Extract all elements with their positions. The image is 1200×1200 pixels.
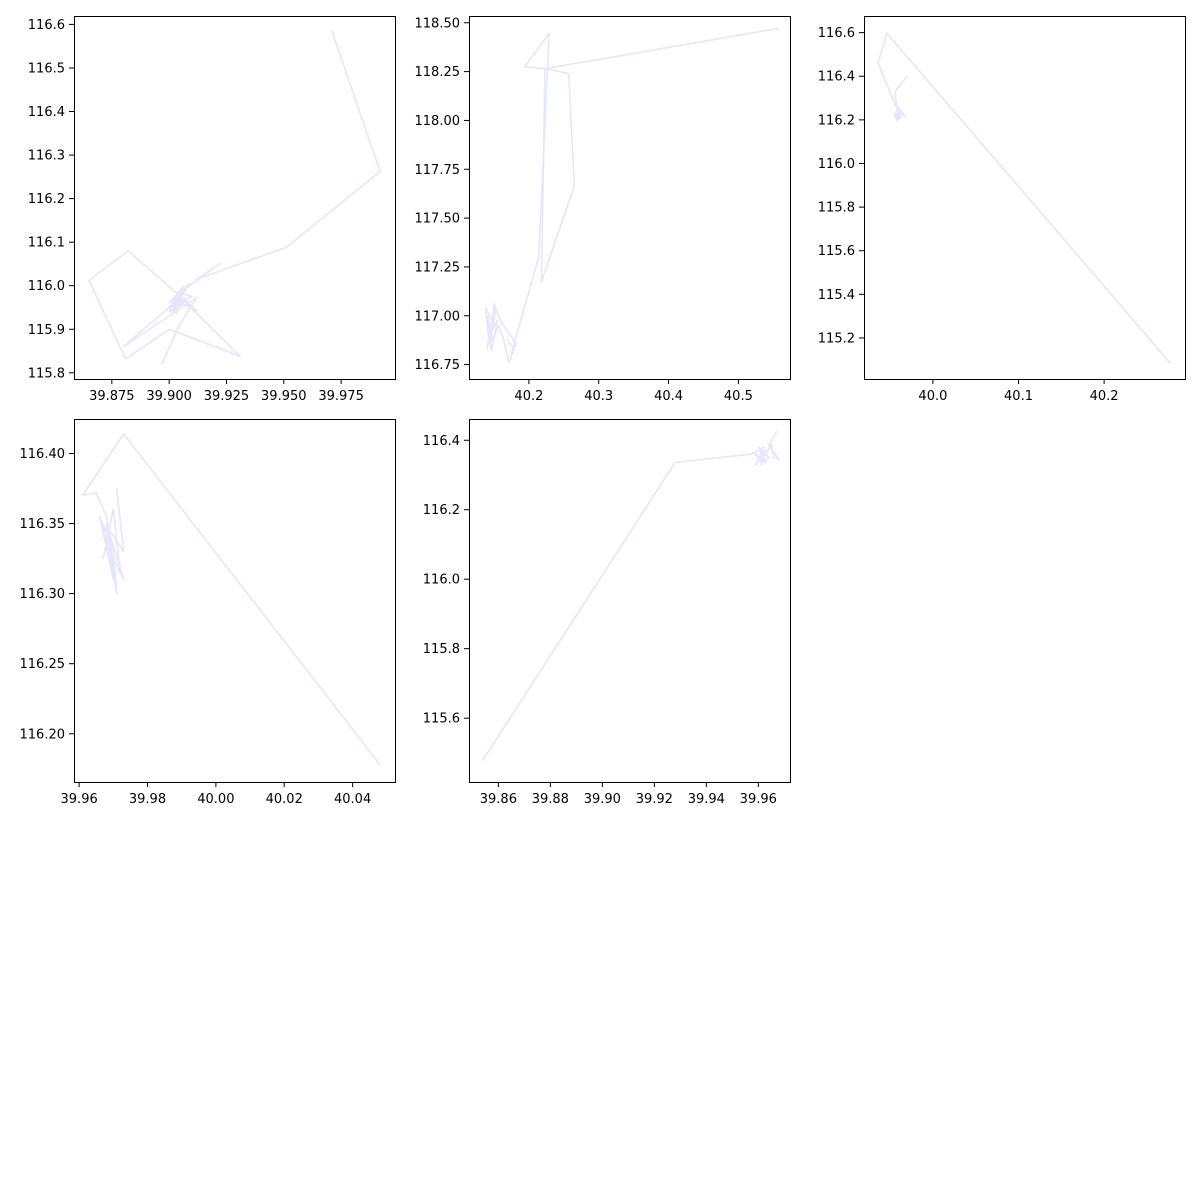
y-tick-label: 116.0 [423,573,460,588]
y-tick-label: 116.75 [415,358,461,373]
series-line-4-1 [81,433,381,766]
axes-frame [469,16,791,380]
axes-frame [864,16,1186,380]
x-tick-label: 39.950 [261,389,307,404]
x-tick-label: 39.98 [129,792,166,807]
x-tick-label: 40.2 [1090,389,1119,404]
y-tick-label: 116.30 [20,587,66,602]
x-tick-label: 40.3 [584,389,613,404]
x-tick-label: 40.00 [197,792,234,807]
y-tick-label: 116.4 [818,70,855,85]
y-tick-label: 117.50 [415,212,461,227]
x-tick-label: 40.4 [654,389,683,404]
y-tick-label: 116.4 [28,105,65,120]
y-tick-label: 115.8 [423,642,460,657]
y-tick-label: 116.40 [20,447,66,462]
x-tick-label: 40.5 [724,389,753,404]
x-tick-label: 40.04 [334,792,371,807]
x-tick-label: 39.86 [480,792,517,807]
y-tick-label: 116.35 [20,517,66,532]
axes-frame [469,419,791,783]
y-tick-label: 115.8 [818,201,855,216]
subplot-4: 39.96 39.98 40.00 40.02 40.04 116.20 116.25 116… [20,419,396,807]
x-tick-label: 39.96 [740,792,777,807]
series-line-5-1 [481,430,780,762]
y-tick-label: 117.75 [415,163,461,178]
axes-frame [74,16,396,380]
x-tick-label: 40.02 [266,792,303,807]
y-tick-label: 116.3 [28,149,65,164]
y-tick-label: 116.20 [20,727,66,742]
y-tick-label: 115.6 [818,244,855,259]
y-tick-label: 116.4 [423,434,460,449]
y-tick-label: 117.00 [415,309,461,324]
series-line-1-1 [88,30,381,365]
axes-frame [74,419,396,783]
subplot-5: 39.86 39.88 39.90 39.92 39.94 39.96 115.6 115.8… [423,419,791,807]
y-tick-label: 118.50 [415,16,461,31]
x-tick-label: 39.88 [532,792,569,807]
y-tick-label: 115.8 [28,366,65,381]
subplot-1: 39.875 39.900 39.925 39.950 39.975 115.8 115.9… [28,16,396,404]
y-tick-label: 115.9 [28,323,65,338]
y-tick-label: 115.6 [423,712,460,727]
x-tick-label: 40.2 [514,389,543,404]
y-tick-label: 116.6 [28,18,65,33]
y-tick-label: 116.2 [818,113,855,128]
y-tick-label: 116.0 [28,279,65,294]
series-line-2-1 [484,27,779,364]
x-tick-label: 39.925 [204,389,250,404]
x-tick-label: 39.90 [584,792,621,807]
y-tick-label: 116.6 [818,26,855,41]
y-tick-label: 118.00 [415,114,461,129]
x-tick-label: 39.96 [61,792,98,807]
x-tick-label: 39.875 [89,389,135,404]
y-tick-label: 117.25 [415,260,461,275]
y-tick-label: 116.2 [423,503,460,518]
series-line-3-1 [877,32,1171,364]
x-tick-label: 39.94 [688,792,725,807]
y-tick-label: 116.2 [28,192,65,207]
x-tick-label: 39.900 [146,389,192,404]
y-tick-label: 116.1 [28,236,65,251]
x-tick-label: 39.975 [318,389,364,404]
x-tick-label: 40.1 [1004,389,1033,404]
y-tick-label: 116.5 [28,61,65,76]
y-tick-label: 115.2 [818,331,855,346]
subplot-2: 40.2 40.3 40.4 40.5 116.75 117.00 117.25 117.50… [415,16,791,404]
y-tick-label: 116.25 [20,657,66,672]
y-tick-label: 115.4 [818,288,855,303]
x-tick-label: 39.92 [636,792,673,807]
x-tick-label: 40.0 [918,389,947,404]
y-tick-label: 118.25 [415,65,461,80]
subplot-3: 40.0 40.1 40.2 115.2 115.4 115.6 115.8 116.0 116… [818,16,1186,404]
y-tick-label: 116.0 [818,157,855,172]
